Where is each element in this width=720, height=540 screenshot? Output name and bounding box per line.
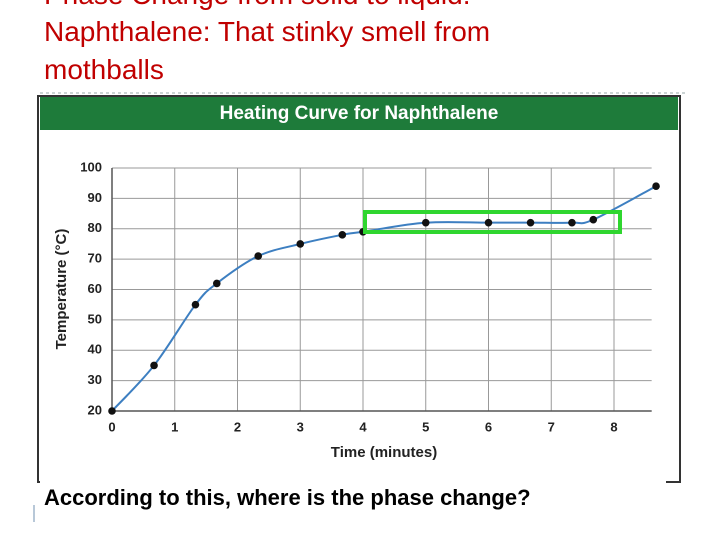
- data-point: [212, 279, 221, 288]
- y-tick-label: 50: [88, 311, 102, 326]
- data-point: [484, 218, 493, 227]
- highlight-box: [363, 210, 622, 234]
- data-point: [191, 300, 200, 309]
- data-point: [338, 231, 347, 239]
- x-tick-label: 7: [548, 419, 555, 434]
- x-tick-label: 3: [297, 419, 304, 434]
- chart-title: Heating Curve for Naphthalene: [220, 103, 499, 124]
- y-tick-label: 70: [88, 251, 102, 266]
- x-tick-label: 1: [171, 419, 178, 434]
- chart-header: [40, 97, 678, 130]
- x-tick-label: 5: [422, 419, 429, 434]
- data-point: [421, 218, 430, 227]
- y-tick-label: 100: [80, 159, 102, 174]
- x-tick-label: 4: [359, 419, 367, 434]
- x-axis-label: Time (minutes): [331, 444, 437, 461]
- x-tick-label: 0: [108, 419, 115, 434]
- question: According to this, where is the phase ch…: [44, 485, 531, 510]
- y-tick-label: 80: [88, 220, 102, 235]
- data-point: [652, 182, 660, 191]
- slide-title-line: Phase Change from solid to liquid:: [44, 0, 470, 10]
- y-tick-label: 40: [88, 342, 102, 357]
- plot-area: 20 30 40 50 60 70 80 90 100 0 1 2 3 4 5 6 7 8: [80, 159, 660, 434]
- x-tick-label: 6: [485, 419, 492, 434]
- data-point: [108, 407, 116, 415]
- x-tick-label: 2: [234, 419, 241, 434]
- slide-title-line: mothballs: [44, 54, 164, 85]
- x-tick-label: 8: [610, 419, 617, 434]
- y-tick-label: 30: [88, 372, 102, 387]
- slide-title-line: Naphthalene: That stinky smell from: [44, 16, 490, 47]
- y-tick-label: 90: [88, 190, 102, 205]
- y-axis-label: Temperature (°C): [53, 229, 70, 350]
- y-tick-label: 60: [88, 281, 102, 296]
- data-point: [150, 361, 158, 370]
- data-point: [254, 252, 263, 260]
- data-point: [526, 218, 535, 227]
- y-tick-label: 20: [88, 402, 102, 417]
- data-point: [589, 215, 598, 224]
- data-point: [296, 240, 305, 248]
- question-box: [40, 481, 666, 517]
- data-point: [568, 218, 576, 227]
